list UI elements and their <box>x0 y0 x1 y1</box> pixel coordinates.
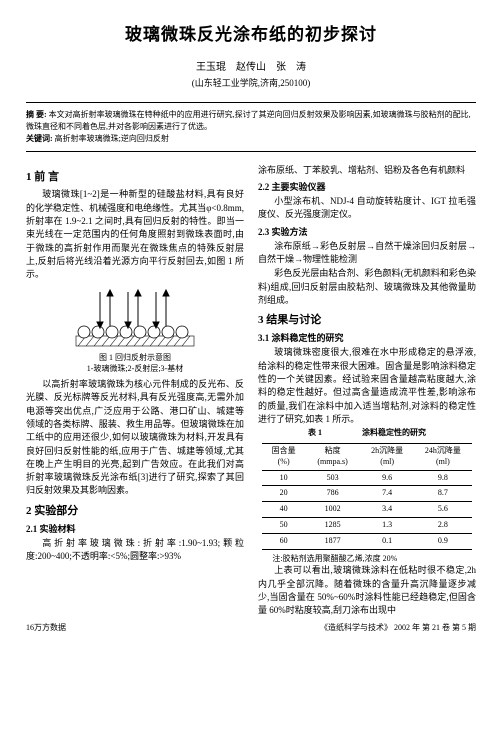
section-2-1-heading: 2.1 实验材料 <box>26 523 244 535</box>
table-cell: 2.8 <box>414 518 472 534</box>
table-cell: 9.6 <box>360 470 414 486</box>
section-1-para-1: 玻璃微珠[1~2]是一种新型的硅酸盐材料,具有良好的化学稳定性、机械强度和电绝缘… <box>26 188 244 281</box>
table-cell: 5.6 <box>414 502 472 518</box>
keywords-text: 高折射率玻璃微珠;逆向回归反射 <box>55 134 169 143</box>
right-continuation: 涂布原纸、丁苯胶乳、增粘剂、铝粉及各色有机颜料 <box>258 164 476 177</box>
table-cell: 1.3 <box>360 518 414 534</box>
table-cell: 3.4 <box>360 502 414 518</box>
section-3-heading: 3 结果与讨论 <box>258 313 476 328</box>
table-1: 固含量(%) 粘度 (mmpa.s) 2h沉降量 (ml) 24h沉降量 (ml… <box>262 443 471 550</box>
abstract-text: 本文对高折射率玻璃微珠在特种纸中的应用进行研究,探讨了其逆向回归反射效果及影响因… <box>26 110 471 131</box>
table-row: 105039.69.8 <box>262 470 471 486</box>
table-cell: 10 <box>262 470 305 486</box>
section-2-2-heading: 2.2 主要实验仪器 <box>258 181 476 193</box>
table-1-note: 注:胶粘剂选用聚醋酸乙烯,浓度 20% <box>258 554 476 565</box>
table-cell: 1002 <box>305 502 360 518</box>
table-1-h0: 固含量(%) <box>262 444 305 471</box>
page-footer: 16万方数据 《造纸科学与技术》 2002 年 第 21 卷 第 5 期 <box>26 623 476 634</box>
section-2-3-heading: 2.3 实验方法 <box>258 226 476 238</box>
section-1-para-2: 以高折射率玻璃微珠为核心元件制成的反光布、反光膜、反光标牌等反光材料,具有反光强… <box>26 378 244 498</box>
figure-1-caption: 图 1 回归反射示意图 1-玻璃微珠;2-反射层;3-基材 <box>26 352 244 374</box>
abstract-box: 摘 要: 本文对高折射率玻璃微珠在特种纸中的应用进行研究,探讨了其逆向回归反射效… <box>26 102 476 152</box>
table-1-header-row: 固含量(%) 粘度 (mmpa.s) 2h沉降量 (ml) 24h沉降量 (ml… <box>262 444 471 471</box>
table-cell: 50 <box>262 518 305 534</box>
footer-left: 16万方数据 <box>26 623 66 634</box>
table-1-title: 表 1 涂料稳定性的研究 <box>258 428 476 439</box>
left-column: 1 前 言 玻璃微珠[1~2]是一种新型的硅酸盐材料,具有良好的化学稳定性、机械… <box>26 164 244 619</box>
section-3-1-para-2: 上表可以看出,玻璃微珠涂料在低粘时很不稳定,2h 内几乎全部沉降。随着微珠的含量… <box>258 564 476 617</box>
table-cell: 9.8 <box>414 470 472 486</box>
abstract-label: 摘 要: <box>26 110 47 119</box>
section-2-heading: 2 实验部分 <box>26 504 244 519</box>
table-cell: 8.7 <box>414 486 472 502</box>
section-1-heading: 1 前 言 <box>26 170 244 185</box>
table-row: 5012851.32.8 <box>262 518 471 534</box>
figure-1-caption-line1: 图 1 回归反射示意图 <box>26 352 244 363</box>
table-cell: 20 <box>262 486 305 502</box>
table-row: 207867.48.7 <box>262 486 471 502</box>
authors: 王玉琨 赵传山 张 涛 <box>26 61 476 75</box>
table-cell: 503 <box>305 470 360 486</box>
figure-1-diagram <box>70 288 200 350</box>
table-row: 4010023.45.6 <box>262 502 471 518</box>
affiliation: (山东轻工业学院,济南,250100) <box>26 77 476 89</box>
table-1-h2: 2h沉降量 (ml) <box>360 444 414 471</box>
footer-right: 《造纸科学与技术》 2002 年 第 21 卷 第 5 期 <box>320 623 476 634</box>
table-cell: 786 <box>305 486 360 502</box>
table-cell: 0.9 <box>414 533 472 549</box>
paper-title: 玻璃微珠反光涂布纸的初步探讨 <box>26 24 476 47</box>
table-cell: 1877 <box>305 533 360 549</box>
keywords-line: 关键词: 高折射率玻璃微珠;逆向回归反射 <box>26 133 476 145</box>
table-row: 6018770.10.9 <box>262 533 471 549</box>
right-column: 涂布原纸、丁苯胶乳、增粘剂、铝粉及各色有机颜料 2.2 主要实验仪器 小型涂布机… <box>258 164 476 619</box>
base-hatching <box>76 336 194 346</box>
abstract-line: 摘 要: 本文对高折射率玻璃微珠在特种纸中的应用进行研究,探讨了其逆向回归反射效… <box>26 109 476 133</box>
section-2-1-para: 高折射率玻璃微珠:折射率:1.90~1.93;颗粒度:200~400;不透明率:… <box>26 537 244 564</box>
section-2-2-para: 小型涂布机、NDJ-4 自动旋转粘度计、IGT 拉毛强度仪、反光强度测定仪。 <box>258 195 476 222</box>
section-2-3-para-2: 彩色反光层由粘合剂、彩色颜料(无机颜料和彩色染料)组成,回归反射层由胶粘剂、玻璃… <box>258 267 476 307</box>
table-1-h3: 24h沉降量 (ml) <box>414 444 472 471</box>
section-3-1-para-1: 玻璃微珠密度很大,很难在水中形成稳定的悬浮液,给涂料的稳定性带来很大困难。固含量… <box>258 346 476 426</box>
section-3-1-heading: 3.1 涂料稳定性的研究 <box>258 332 476 344</box>
table-cell: 60 <box>262 533 305 549</box>
keywords-label: 关键词: <box>26 134 53 143</box>
table-cell: 40 <box>262 502 305 518</box>
light-arrows <box>97 290 169 328</box>
table-1-h1: 粘度 (mmpa.s) <box>305 444 360 471</box>
table-cell: 1285 <box>305 518 360 534</box>
figure-1-caption-line2: 1-玻璃微珠;2-反射层;3-基材 <box>26 363 244 374</box>
section-2-3-para-1: 涂布原纸→彩色反射层→自然干燥涂回归反射层→自然干燥→物理性能检测 <box>258 240 476 267</box>
two-column-body: 1 前 言 玻璃微珠[1~2]是一种新型的硅酸盐材料,具有良好的化学稳定性、机械… <box>26 164 476 619</box>
table-cell: 0.1 <box>360 533 414 549</box>
table-cell: 7.4 <box>360 486 414 502</box>
